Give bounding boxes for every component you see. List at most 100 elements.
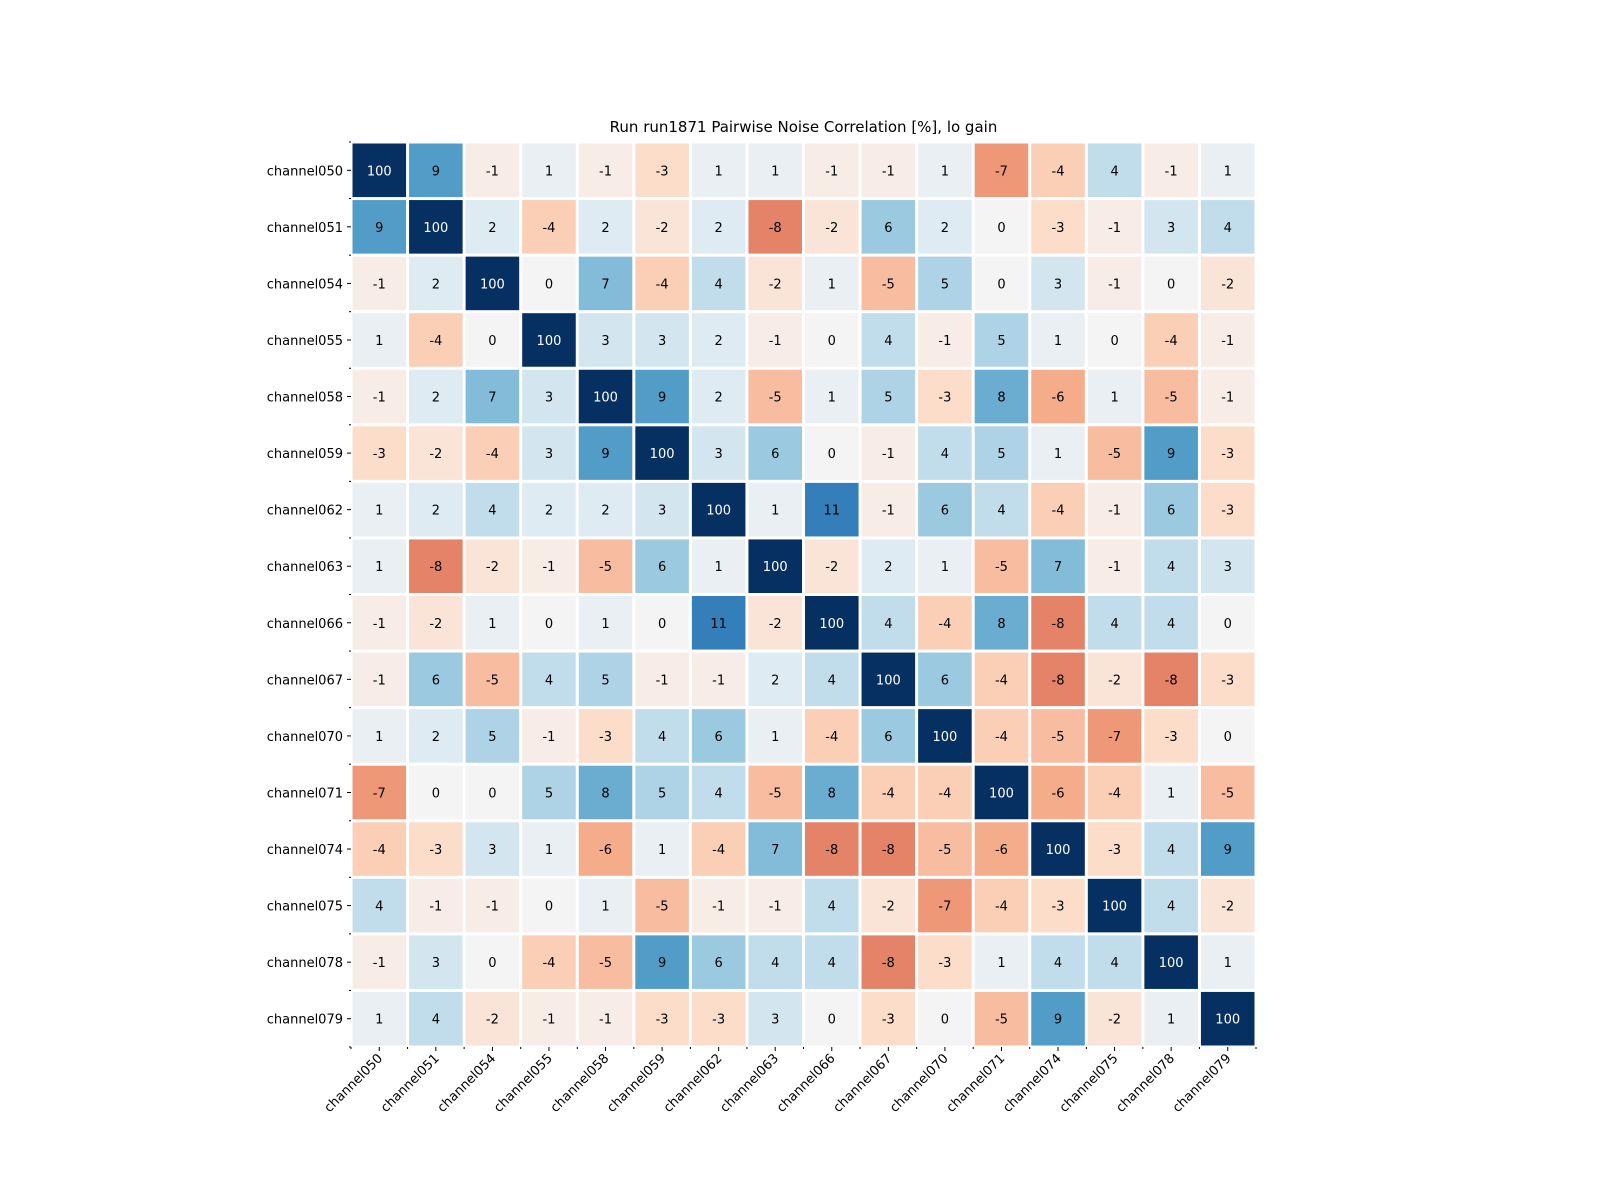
heatmap-cell (578, 539, 633, 593)
heatmap-cell (974, 426, 1029, 480)
heatmap-cell (409, 143, 463, 198)
cell-label: 6 (941, 504, 949, 519)
heatmap-cell (861, 256, 916, 311)
heatmap-cell (635, 539, 689, 593)
cell-label: -4 (995, 673, 1008, 688)
heatmap-cell (1144, 256, 1198, 311)
cell-label: 5 (488, 730, 496, 745)
cell-label: -5 (656, 900, 669, 915)
heatmap-cell (1031, 369, 1085, 424)
cell-label: 2 (941, 221, 949, 236)
heatmap-cell (522, 765, 576, 820)
heatmap-cell (691, 652, 746, 707)
heatmap-cell (1144, 369, 1198, 424)
heatmap-cell (1200, 878, 1255, 933)
cell-label: -7 (995, 164, 1008, 179)
heatmap-cell (635, 200, 689, 254)
cell-label: 7 (771, 843, 779, 858)
heatmap-cell (465, 709, 520, 763)
cell-label: -1 (542, 730, 555, 745)
heatmap-cell (522, 256, 576, 311)
cell-label: 0 (545, 277, 553, 292)
heatmap-cell (635, 426, 689, 480)
heatmap-cell (805, 709, 859, 763)
y-tick-label: channel066 (267, 617, 343, 632)
heatmap-cell (352, 539, 407, 593)
heatmap-cell (635, 143, 689, 198)
heatmap-cell (1087, 313, 1142, 367)
heatmap-cell (1144, 200, 1198, 254)
cell-label: 0 (1167, 277, 1175, 292)
heatmap-cell (352, 256, 407, 311)
heatmap-cell (635, 878, 689, 933)
heatmap-cell (1200, 426, 1255, 480)
cell-label: -4 (656, 277, 669, 292)
heatmap-cell (974, 539, 1029, 593)
heatmap-cell (1031, 709, 1085, 763)
heatmap-cell (522, 822, 576, 876)
heatmap-cell (1144, 935, 1198, 989)
cell-label: 9 (375, 221, 383, 236)
cell-label: 0 (488, 786, 496, 801)
heatmap-cell (974, 369, 1029, 424)
cell-label: -1 (599, 164, 612, 179)
heatmap-cell (691, 256, 746, 311)
heatmap-cell (1087, 369, 1142, 424)
heatmap-cell (578, 991, 633, 1046)
heatmap-cell (748, 482, 802, 537)
cell-label: 6 (715, 956, 723, 971)
cell-label: 9 (1224, 843, 1232, 858)
heatmap-cell (861, 709, 916, 763)
heatmap-cell (918, 200, 972, 254)
cell-label: -1 (429, 900, 442, 915)
cell-label: 6 (771, 447, 779, 462)
cell-label: 2 (884, 560, 892, 575)
heatmap-cell (1200, 369, 1255, 424)
cell-label: -2 (656, 221, 669, 236)
cell-label: -5 (1052, 730, 1065, 745)
x-tick-label: channel074 (1000, 1051, 1065, 1116)
heatmap-cell (805, 426, 859, 480)
heatmap-cell (1031, 143, 1085, 198)
heatmap-cell (1144, 709, 1198, 763)
cell-label: 100 (367, 164, 392, 179)
heatmap-cell (1087, 935, 1142, 989)
y-tick-label: channel054 (267, 277, 343, 292)
cell-label: 4 (545, 673, 553, 688)
cell-label: 4 (1110, 164, 1118, 179)
heatmap-cell (1200, 482, 1255, 537)
heatmap-cell (1031, 482, 1085, 537)
heatmap-cell (1031, 539, 1085, 593)
cell-label: 9 (658, 956, 666, 971)
cell-label: -8 (882, 843, 895, 858)
heatmap-cell (974, 256, 1029, 311)
cell-label: -2 (486, 560, 499, 575)
cell-label: 4 (1167, 900, 1175, 915)
heatmap-cell (409, 482, 463, 537)
cell-label: 0 (432, 786, 440, 801)
cell-label: 4 (658, 730, 666, 745)
heatmap-cell (1144, 765, 1198, 820)
heatmap-cell (691, 200, 746, 254)
cell-label: 2 (715, 221, 723, 236)
cell-label: -2 (769, 277, 782, 292)
cell-label: 4 (828, 956, 836, 971)
cell-label: 4 (997, 504, 1005, 519)
heatmap-cell (409, 256, 463, 311)
cell-label: 1 (1224, 164, 1232, 179)
cell-label: -1 (882, 447, 895, 462)
cell-label: 0 (545, 900, 553, 915)
heatmap-cell (748, 596, 802, 650)
cell-label: 100 (593, 391, 618, 406)
cell-label: 100 (480, 277, 505, 292)
cell-label: -8 (882, 956, 895, 971)
cell-label: -3 (1165, 730, 1178, 745)
cell-label: 2 (432, 277, 440, 292)
heatmap-cell (465, 426, 520, 480)
x-tick-label: channel058 (548, 1051, 613, 1116)
heatmap-cell (635, 652, 689, 707)
heatmap-cell (409, 313, 463, 367)
heatmap-cell (974, 878, 1029, 933)
heatmap-cell (974, 652, 1029, 707)
